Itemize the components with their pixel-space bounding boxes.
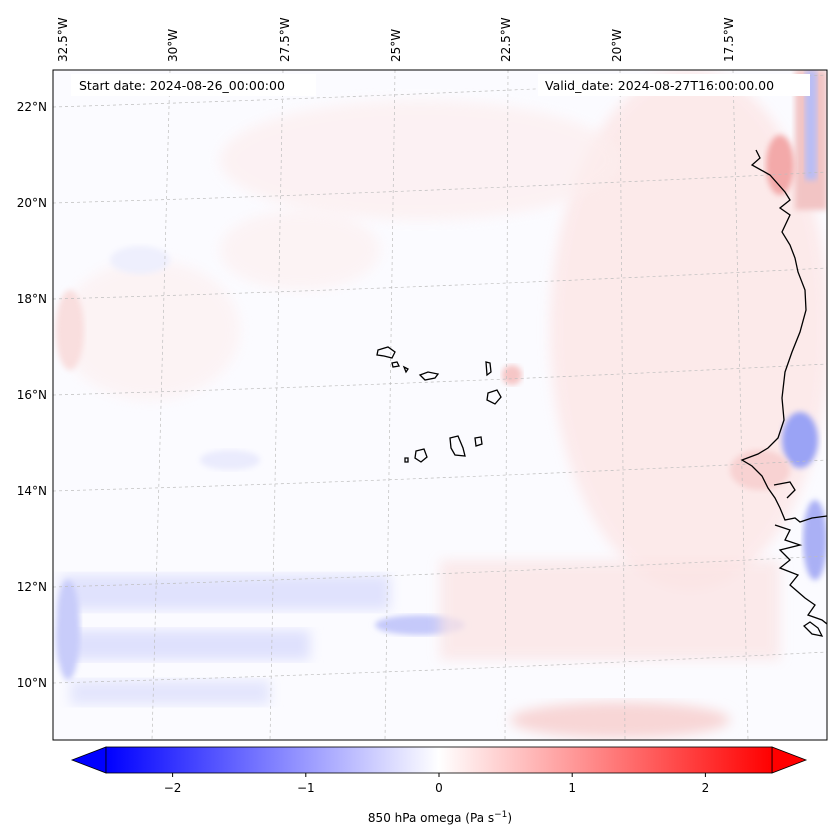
lon-label: 20°W xyxy=(610,29,624,62)
colorbar-extend-low xyxy=(70,746,107,774)
lat-label: 18°N xyxy=(17,292,47,306)
lon-label: 30°W xyxy=(166,29,180,62)
colorbar-tick-label: 1 xyxy=(568,781,576,795)
lat-label: 14°N xyxy=(17,484,47,498)
lat-label: 20°N xyxy=(17,196,47,210)
lon-label: 22.5°W xyxy=(499,17,513,62)
lat-label: 16°N xyxy=(17,388,47,402)
lon-label: 27.5°W xyxy=(278,17,292,62)
graticule xyxy=(53,70,827,740)
longitude-labels: 32.5°W 30°W 27.5°W 25°W 22.5°W 20°W 17.5… xyxy=(56,17,736,62)
lat-label: 12°N xyxy=(17,580,47,594)
start-date-box: Start date: 2024-08-26_00:00:00 xyxy=(71,74,316,96)
lat-label: 22°N xyxy=(17,100,47,114)
map-frame xyxy=(52,69,828,741)
start-date-label: Start date: 2024-08-26_00:00:00 xyxy=(79,78,285,93)
valid-date-label: Valid_date: 2024-08-27T16:00:00.00 xyxy=(545,78,774,93)
colorbar: −2 −1 0 1 2 850 hPa omega (Pa s−1) xyxy=(70,746,808,825)
colorbar-label: 850 hPa omega (Pa s−1) xyxy=(368,810,512,825)
valid-date-box: Valid_date: 2024-08-27T16:00:00.00 xyxy=(538,74,810,96)
lon-label: 17.5°W xyxy=(722,17,736,62)
colorbar-tick-label: −1 xyxy=(297,781,315,795)
colorbar-tick-label: 2 xyxy=(702,781,710,795)
colorbar-ticks: −2 −1 0 1 2 xyxy=(164,773,709,795)
colorbar-ramp xyxy=(105,746,773,774)
cape-verde-islands xyxy=(376,346,502,463)
colorbar-extend-high xyxy=(771,746,808,774)
lon-label: 25°W xyxy=(389,29,403,62)
lat-label: 10°N xyxy=(17,676,47,690)
colorbar-tick-label: −2 xyxy=(164,781,182,795)
colorbar-tick-label: 0 xyxy=(435,781,443,795)
latitude-labels: 22°N 20°N 18°N 16°N 14°N 12°N 10°N xyxy=(17,100,47,690)
lon-label: 32.5°W xyxy=(56,17,70,62)
omega-field xyxy=(53,70,827,740)
coastline xyxy=(740,149,827,637)
